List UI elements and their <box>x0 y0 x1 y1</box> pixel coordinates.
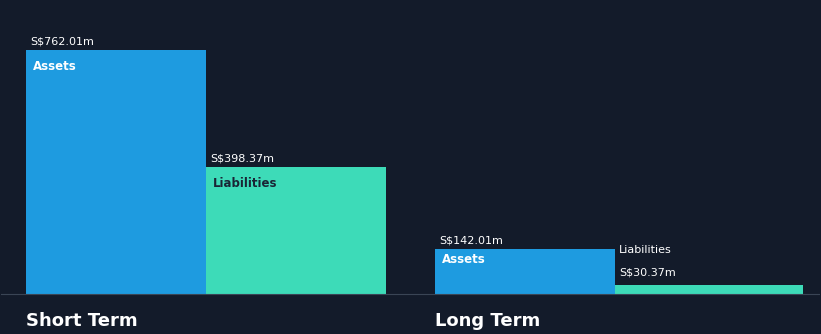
Text: S$762.01m: S$762.01m <box>30 36 94 46</box>
Text: Assets: Assets <box>442 254 485 267</box>
Text: S$142.01m: S$142.01m <box>439 235 503 245</box>
Text: S$398.37m: S$398.37m <box>210 153 274 163</box>
FancyBboxPatch shape <box>26 50 206 295</box>
FancyBboxPatch shape <box>615 285 803 295</box>
Text: S$30.37m: S$30.37m <box>619 268 676 278</box>
Text: Assets: Assets <box>33 60 76 73</box>
FancyBboxPatch shape <box>435 249 615 295</box>
Text: Liabilities: Liabilities <box>213 177 277 190</box>
FancyBboxPatch shape <box>206 167 386 295</box>
Text: Short Term: Short Term <box>26 312 138 330</box>
Text: Long Term: Long Term <box>435 312 540 330</box>
Text: Liabilities: Liabilities <box>619 245 672 256</box>
